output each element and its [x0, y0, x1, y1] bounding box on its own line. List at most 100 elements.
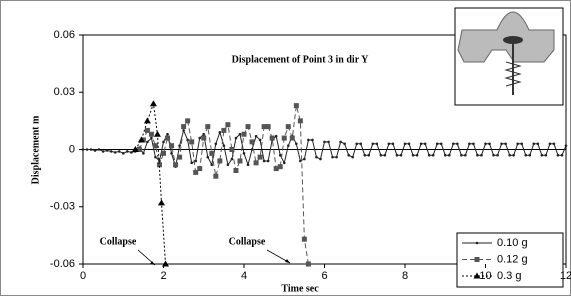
marker — [206, 156, 209, 159]
marker — [142, 152, 145, 155]
marker — [295, 142, 298, 145]
marker — [412, 154, 415, 157]
marker — [500, 142, 503, 145]
marker — [512, 154, 515, 157]
marker — [315, 156, 318, 159]
marker — [448, 154, 451, 157]
marker — [150, 137, 153, 140]
marker — [384, 154, 387, 157]
marker — [251, 148, 254, 151]
marker — [215, 142, 218, 145]
marker — [420, 142, 423, 145]
marker — [181, 124, 186, 129]
marker — [475, 257, 480, 262]
marker — [110, 150, 113, 153]
marker — [298, 118, 303, 123]
marker — [190, 162, 193, 165]
marker — [186, 139, 189, 142]
marker — [185, 118, 190, 123]
marker — [126, 150, 129, 153]
legend-label: 0.10 g — [497, 237, 528, 249]
marker — [287, 144, 290, 147]
marker — [408, 142, 411, 145]
marker — [122, 152, 125, 155]
marker — [335, 156, 338, 159]
marker — [173, 162, 178, 167]
marker — [275, 135, 278, 138]
marker — [319, 158, 322, 161]
marker — [524, 154, 527, 157]
marker — [225, 122, 230, 127]
marker — [283, 162, 286, 165]
marker — [294, 103, 299, 108]
marker — [396, 154, 399, 157]
marker — [178, 144, 181, 147]
marker — [219, 131, 222, 134]
marker — [444, 154, 447, 157]
marker — [205, 124, 210, 129]
marker — [242, 132, 247, 137]
x-tick-label: 10 — [479, 270, 491, 282]
marker — [229, 147, 234, 152]
marker — [520, 142, 523, 145]
marker — [217, 158, 222, 163]
marker — [197, 166, 202, 171]
marker — [476, 242, 479, 245]
marker — [436, 142, 439, 145]
chart: Displacement of Point 3 in dir Y Time se… — [0, 0, 571, 296]
marker — [416, 154, 419, 157]
legend-label: 0.12 g — [497, 253, 528, 265]
marker — [452, 142, 455, 145]
marker — [239, 133, 242, 136]
marker — [149, 132, 154, 137]
marker — [372, 142, 375, 145]
marker — [243, 152, 246, 155]
x-tick-label: 8 — [402, 270, 408, 282]
y-tick-label: 0 — [69, 143, 75, 155]
marker — [339, 141, 342, 144]
marker — [496, 154, 499, 157]
marker — [545, 154, 548, 157]
marker — [516, 142, 519, 145]
marker — [86, 148, 89, 151]
marker — [106, 149, 109, 152]
marker — [233, 168, 238, 173]
marker — [94, 149, 97, 152]
marker — [468, 142, 471, 145]
marker — [541, 154, 544, 157]
annotation: Collapse — [100, 236, 137, 247]
marker — [246, 124, 251, 129]
marker — [227, 163, 230, 166]
marker — [440, 142, 443, 145]
marker — [254, 160, 259, 165]
marker — [231, 158, 234, 161]
marker — [508, 154, 511, 157]
marker — [118, 150, 121, 153]
marker — [189, 139, 194, 144]
marker — [161, 151, 166, 156]
marker — [376, 142, 379, 145]
marker — [82, 148, 85, 151]
marker — [250, 139, 255, 144]
marker — [557, 154, 560, 157]
y-axis-label: Displacement m — [30, 115, 41, 184]
inset-image — [455, 8, 563, 105]
x-tick-label: 6 — [321, 270, 327, 282]
marker — [302, 237, 307, 242]
marker — [480, 154, 483, 157]
marker — [464, 154, 467, 157]
x-tick-label: 0 — [80, 270, 86, 282]
marker — [476, 154, 479, 157]
y-tick-label: -0.03 — [50, 201, 75, 213]
marker — [169, 143, 174, 148]
marker — [221, 128, 226, 133]
marker — [400, 154, 403, 157]
y-tick-label: 0.03 — [54, 86, 75, 98]
marker — [363, 154, 366, 157]
marker — [331, 156, 334, 159]
marker — [392, 142, 395, 145]
marker — [380, 154, 383, 157]
x-tick-label: 4 — [241, 270, 247, 282]
annotation: Collapse — [229, 236, 266, 247]
marker — [428, 154, 431, 157]
